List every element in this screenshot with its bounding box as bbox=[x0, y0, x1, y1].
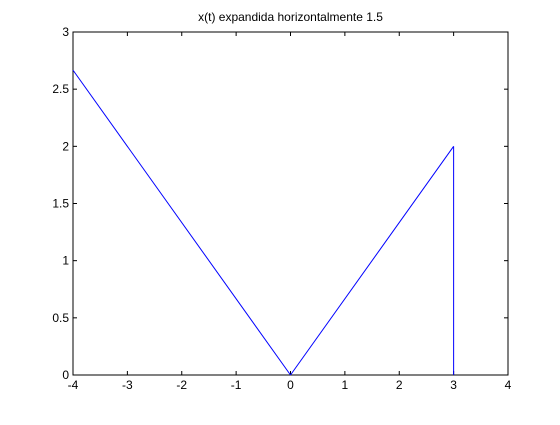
x-tick-label: 4 bbox=[505, 378, 512, 392]
x-tick-label: -3 bbox=[122, 378, 133, 392]
x-tick-label: -1 bbox=[231, 378, 242, 392]
plot-area bbox=[72, 31, 509, 376]
y-tick-label: 3 bbox=[62, 25, 69, 39]
y-tick-label: 0 bbox=[62, 368, 69, 382]
x-tick-label: 1 bbox=[342, 378, 349, 392]
x-tick-label: 0 bbox=[287, 378, 294, 392]
y-tick-label: 2 bbox=[62, 139, 69, 153]
y-tick-label: 1.5 bbox=[52, 197, 69, 211]
x-tick-label: -4 bbox=[68, 378, 79, 392]
x-tick-label: -2 bbox=[176, 378, 187, 392]
series-group bbox=[72, 69, 455, 376]
y-tick-label: 1 bbox=[62, 254, 69, 268]
series-line-segment bbox=[72, 69, 291, 376]
y-tick-label: 2.5 bbox=[52, 82, 69, 96]
y-tick-label: 0.5 bbox=[52, 311, 69, 325]
x-tick-label: 3 bbox=[450, 378, 457, 392]
x-axis: -4 -3 -2 -1 0 1 2 3 4 bbox=[68, 32, 512, 392]
series-line-segment bbox=[290, 146, 455, 376]
y-axis: 0 0.5 1 1.5 2 2.5 3 bbox=[52, 25, 508, 382]
x-tick-label: 2 bbox=[396, 378, 403, 392]
chart-title: x(t) expandida horizontalmente 1.5 bbox=[198, 10, 383, 24]
